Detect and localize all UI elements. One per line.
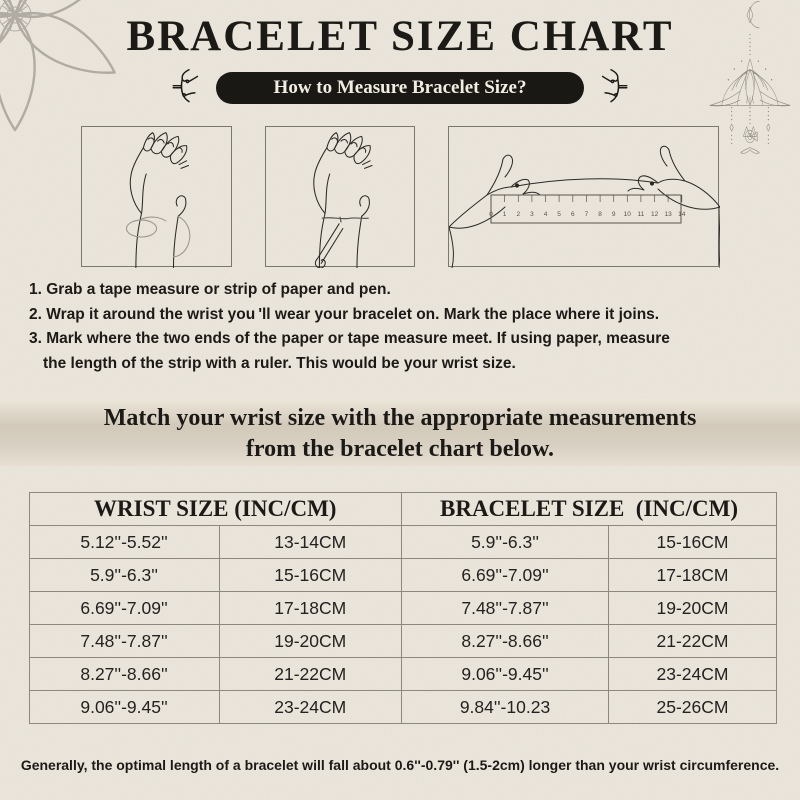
svg-text:7: 7 [585, 211, 589, 218]
svg-text:2: 2 [516, 211, 520, 218]
svg-text:8: 8 [598, 211, 602, 218]
svg-text:0: 0 [489, 211, 493, 218]
svg-text:1: 1 [503, 211, 507, 218]
svg-text:3: 3 [530, 211, 534, 218]
svg-text:9: 9 [612, 211, 616, 218]
svg-text:12: 12 [651, 211, 659, 218]
svg-text:5: 5 [557, 211, 561, 218]
svg-text:11: 11 [638, 211, 645, 218]
svg-text:4: 4 [544, 211, 548, 218]
svg-text:6: 6 [571, 211, 575, 218]
svg-text:14: 14 [678, 211, 686, 218]
svg-text:13: 13 [664, 211, 672, 218]
svg-text:10: 10 [624, 211, 632, 218]
